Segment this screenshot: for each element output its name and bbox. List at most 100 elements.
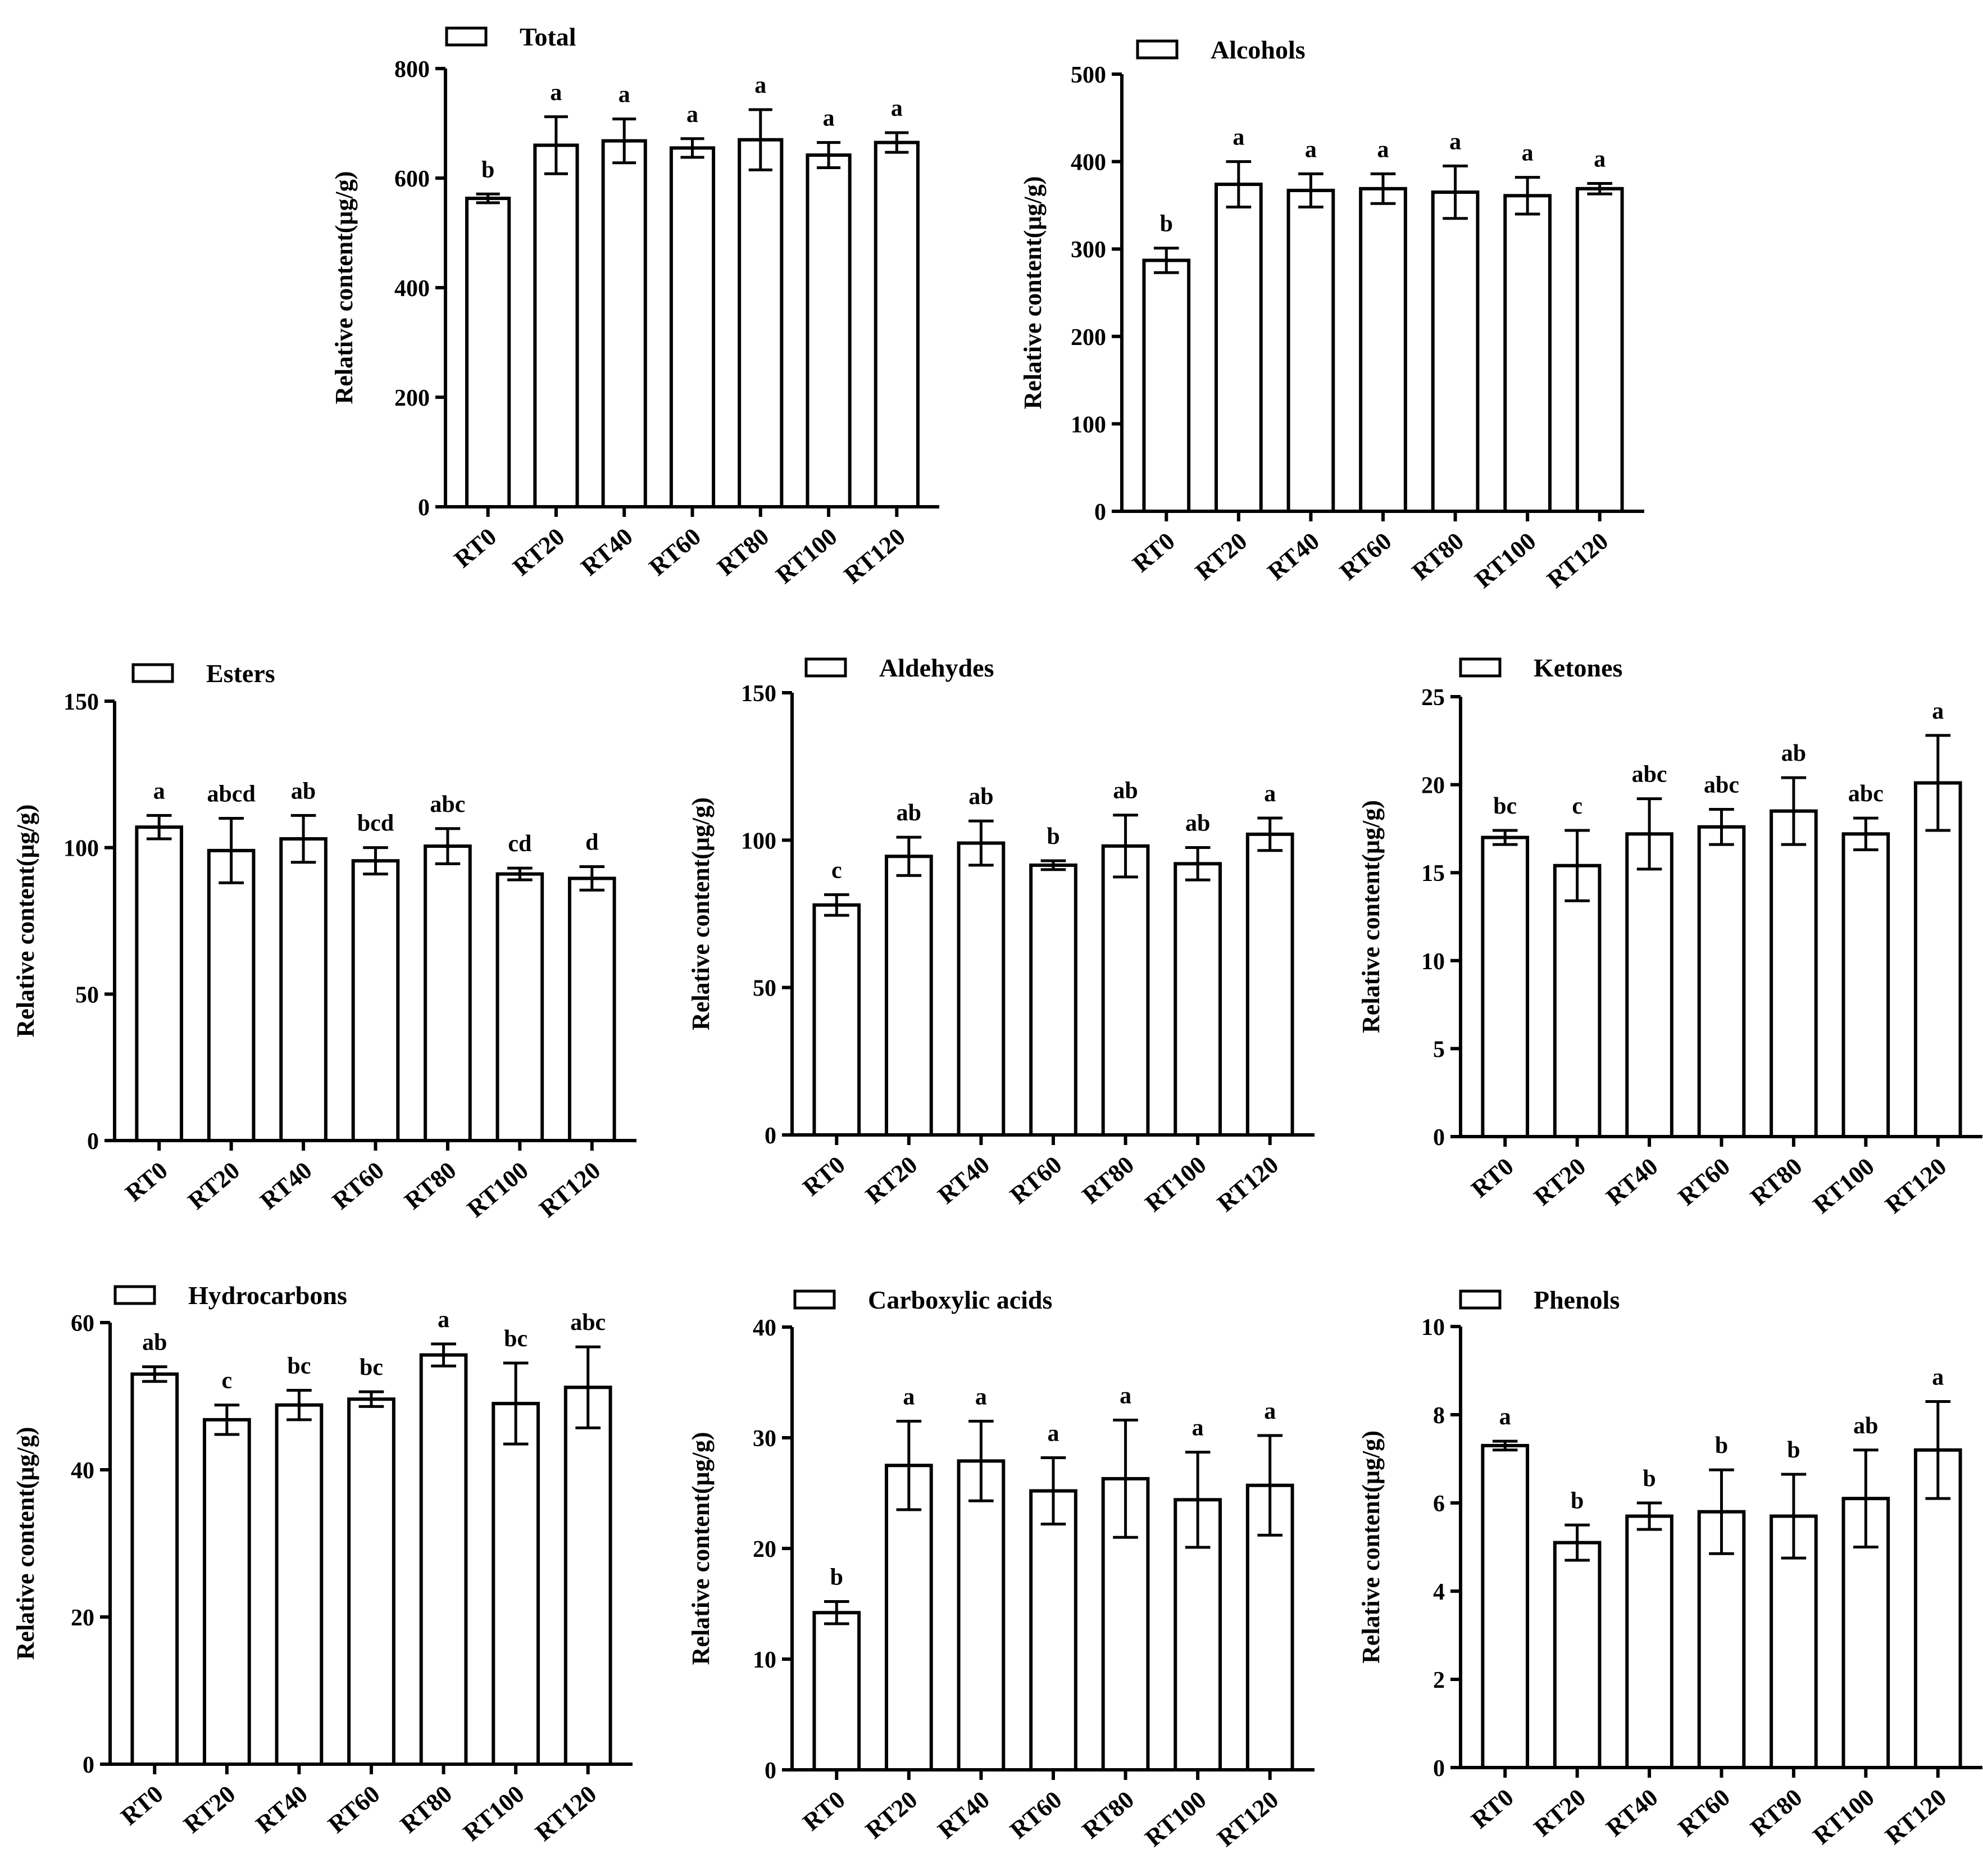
error-bar-RT40 <box>612 117 636 165</box>
significance-label: abc <box>1704 772 1739 798</box>
error-bar-RT120 <box>1925 734 1951 832</box>
bar-RT20 <box>885 1464 933 1771</box>
legend-label: Alcohols <box>1211 35 1306 64</box>
x-tick-label: RT60 <box>327 1156 389 1215</box>
significance-label: a <box>550 80 562 106</box>
y-tick-label: 0 <box>1433 1125 1445 1151</box>
error-bar-RT60 <box>363 846 388 876</box>
x-tick-label: RT40 <box>933 1786 995 1844</box>
error-bar-RT40 <box>1298 172 1323 209</box>
bar-RT80 <box>738 138 784 508</box>
significance-label: a <box>618 82 630 108</box>
significance-label: bc <box>1493 793 1517 819</box>
significance-label: a <box>891 96 903 121</box>
bar-RT0 <box>812 1611 861 1771</box>
error-bar-RT120 <box>1257 816 1283 852</box>
y-tick-label: 100 <box>741 828 776 854</box>
error-bar-RT20 <box>214 1403 240 1436</box>
significance-label: a <box>975 1384 987 1410</box>
significance-label: b <box>1715 1433 1728 1459</box>
x-tick-label: RT120 <box>1541 527 1613 593</box>
error-bar-RT20 <box>896 1419 922 1511</box>
bar-RT40 <box>1286 188 1335 513</box>
bar-RT100 <box>806 153 852 508</box>
x-tick-label: RT40 <box>255 1156 317 1215</box>
significance-label: ab <box>968 784 993 810</box>
x-tick-label: RT0 <box>120 1156 173 1207</box>
bar-RT100 <box>492 1402 540 1766</box>
y-tick-label: 0 <box>1094 499 1106 525</box>
y-tick-label: 400 <box>394 276 430 302</box>
significance-label: c <box>1572 793 1582 819</box>
legend-swatch <box>113 1285 156 1305</box>
x-tick-label: RT100 <box>1470 527 1541 593</box>
significance-label: c <box>222 1368 233 1394</box>
error-bar-RT0 <box>1492 1439 1518 1452</box>
significance-label: b <box>830 1565 843 1591</box>
legend-swatch <box>445 26 488 47</box>
error-bar-RT80 <box>1443 164 1468 220</box>
significance-label: a <box>1932 698 1944 724</box>
chart-panel-ketones: Ketones 0 5 10 15 20 25 Relative content(μg/g) b… <box>1357 653 1982 1219</box>
error-bar-RT0 <box>476 192 500 205</box>
chart-panel-hydrocarbons: Hydrocarbons 0 20 40 60 Relative content(μg/g… <box>12 1281 633 1846</box>
bar-RT60 <box>1697 825 1746 1138</box>
x-tick-label: RT120 <box>1212 1786 1284 1852</box>
bar-RT0 <box>135 825 184 1142</box>
x-tick-label: RT0 <box>116 1780 169 1830</box>
significance-label: b <box>1643 1466 1655 1492</box>
significance-label: a <box>1449 129 1461 155</box>
significance-label: a <box>1264 1398 1276 1424</box>
error-bar-RT20 <box>1564 1523 1590 1562</box>
error-bar-RT60 <box>1709 807 1734 846</box>
y-tick-label: 300 <box>1071 237 1106 263</box>
bar-RT60 <box>669 146 716 508</box>
x-tick-label: RT40 <box>1601 1152 1663 1211</box>
significance-label: a <box>1932 1364 1944 1390</box>
bar-RT40 <box>1625 832 1673 1138</box>
legend-swatch <box>793 1289 836 1310</box>
x-tick-label: RT80 <box>399 1156 462 1215</box>
error-bar-RT120 <box>1587 182 1613 196</box>
chart-panel-alcohols: Alcohols 0 100 200 300 400 500 Relative content… <box>1019 35 1644 593</box>
error-bar-RT0 <box>146 814 172 841</box>
error-bar-RT80 <box>1781 1473 1807 1560</box>
x-tick-label: RT60 <box>1335 527 1397 585</box>
bar-RT100 <box>1841 832 1890 1138</box>
significance-label: a <box>438 1307 449 1333</box>
x-tick-label: RT100 <box>1808 1152 1880 1219</box>
x-tick-label: RT80 <box>1407 527 1469 585</box>
y-tick-label: 4 <box>1433 1579 1445 1605</box>
y-tick-label: 20 <box>71 1605 94 1631</box>
x-tick-label: RT80 <box>1077 1151 1139 1209</box>
significance-label: b <box>1047 824 1059 850</box>
bar-RT0 <box>1142 258 1191 513</box>
error-bar-RT120 <box>1257 1434 1283 1537</box>
bar-RT60 <box>1359 187 1407 513</box>
error-bar-RT80 <box>435 827 461 865</box>
y-tick-label: 50 <box>753 976 776 1002</box>
significance-label: a <box>1048 1420 1059 1446</box>
x-tick-label: RT0 <box>449 523 502 573</box>
error-bar-RT40 <box>968 1419 994 1502</box>
significance-label: ab <box>1185 810 1210 836</box>
chart-panel-total: Total 0 200 400 600 800 Relative content(μg/g)… <box>330 22 939 589</box>
y-tick-label: 100 <box>63 836 99 862</box>
x-tick-label: RT0 <box>1127 527 1180 578</box>
x-tick-label: RT120 <box>530 1780 602 1846</box>
legend-swatch <box>1459 1289 1502 1310</box>
bar-RT20 <box>207 848 256 1142</box>
y-tick-label: 20 <box>1421 773 1445 799</box>
legend-label: Esters <box>206 659 275 688</box>
x-tick-label: RT100 <box>771 523 843 589</box>
bar-RT0 <box>812 903 861 1137</box>
error-bar-RT20 <box>1564 829 1590 902</box>
bar-RT40 <box>957 841 1006 1137</box>
y-tick-label: 10 <box>753 1647 776 1673</box>
y-axis-label: Relative content(μg/g) <box>687 797 715 1030</box>
legend-swatch <box>804 657 847 678</box>
significance-label: abc <box>430 792 465 817</box>
legend-label: Phenols <box>1534 1286 1620 1314</box>
error-bar-RT100 <box>1185 1451 1211 1549</box>
